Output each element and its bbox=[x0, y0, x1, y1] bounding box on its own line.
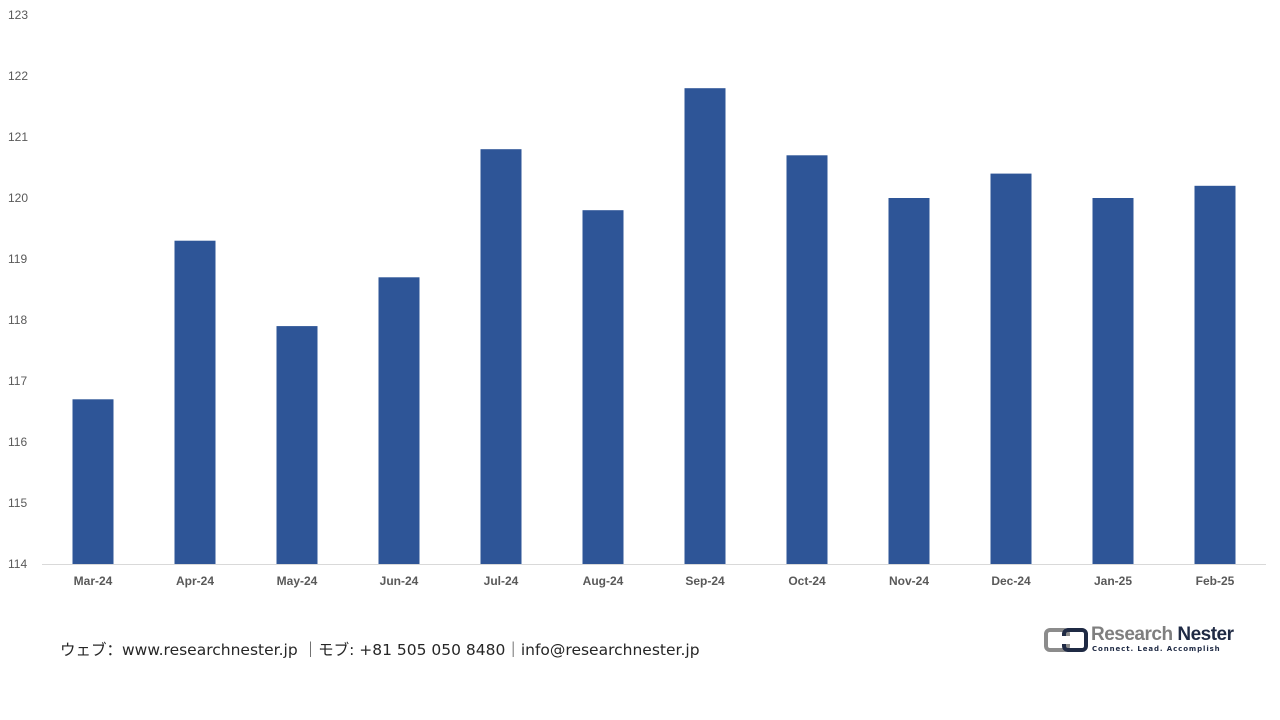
x-tick-label: Feb-25 bbox=[1196, 574, 1235, 588]
y-tick-label: 123 bbox=[8, 8, 28, 22]
y-tick-label: 116 bbox=[8, 435, 27, 449]
x-tick-label: Jun-24 bbox=[380, 574, 419, 588]
bar-aug-24 bbox=[582, 210, 624, 564]
footer-contact-info: ウェブ：www.researchnester.jp ｜モブ: +81 505 0… bbox=[60, 641, 700, 659]
logo-word-research: Research bbox=[1091, 624, 1173, 645]
bar-chart: 114 115 116 117 118 119 120 121 122 123 Mar-24 Apr… bbox=[8, 8, 1266, 588]
y-tick-label: 114 bbox=[8, 557, 27, 571]
x-tick-label: Jul-24 bbox=[484, 574, 519, 588]
bar-jul-24 bbox=[480, 149, 522, 564]
x-tick-label: Nov-24 bbox=[889, 574, 929, 588]
bar-sep-24 bbox=[684, 88, 726, 564]
x-tick-label: Mar-24 bbox=[74, 574, 113, 588]
bar-dec-24 bbox=[990, 173, 1032, 564]
company-logo: Research Nester Connect. Lead. Accomplis… bbox=[1044, 624, 1234, 658]
x-tick-label: May-24 bbox=[277, 574, 318, 588]
bars-group bbox=[72, 88, 1236, 565]
y-tick-label: 117 bbox=[8, 374, 27, 388]
bar-jun-24 bbox=[378, 277, 420, 564]
y-tick-label: 122 bbox=[8, 69, 28, 83]
bar-nov-24 bbox=[888, 198, 930, 564]
bar-mar-24 bbox=[72, 399, 114, 564]
x-tick-label: Jan-25 bbox=[1094, 574, 1132, 588]
y-tick-label: 119 bbox=[8, 252, 27, 266]
bar-feb-25 bbox=[1194, 185, 1236, 565]
y-tick-label: 118 bbox=[8, 313, 27, 327]
x-axis: Mar-24 Apr-24 May-24 Jun-24 Jul-24 Aug-24 Sep-… bbox=[74, 574, 1235, 588]
x-tick-label: Aug-24 bbox=[583, 574, 624, 588]
bar-apr-24 bbox=[174, 240, 216, 564]
y-tick-label: 115 bbox=[8, 496, 27, 510]
bar-may-24 bbox=[276, 326, 318, 564]
bar-oct-24 bbox=[786, 155, 828, 565]
x-tick-label: Sep-24 bbox=[685, 574, 725, 588]
bar-jan-25 bbox=[1092, 198, 1134, 564]
y-tick-label: 120 bbox=[8, 191, 28, 205]
x-tick-label: Dec-24 bbox=[991, 574, 1031, 588]
x-tick-label: Apr-24 bbox=[176, 574, 214, 588]
y-axis: 114 115 116 117 118 119 120 121 122 123 bbox=[8, 8, 28, 571]
logo-wordmark: Research Nester bbox=[1091, 624, 1234, 646]
x-tick-label: Oct-24 bbox=[788, 574, 826, 588]
research-nester-logo-icon bbox=[1044, 628, 1088, 652]
logo-word-nester: Nester bbox=[1177, 624, 1234, 645]
y-tick-label: 121 bbox=[8, 130, 28, 144]
logo-tagline: Connect. Lead. Accomplish bbox=[1092, 645, 1221, 653]
